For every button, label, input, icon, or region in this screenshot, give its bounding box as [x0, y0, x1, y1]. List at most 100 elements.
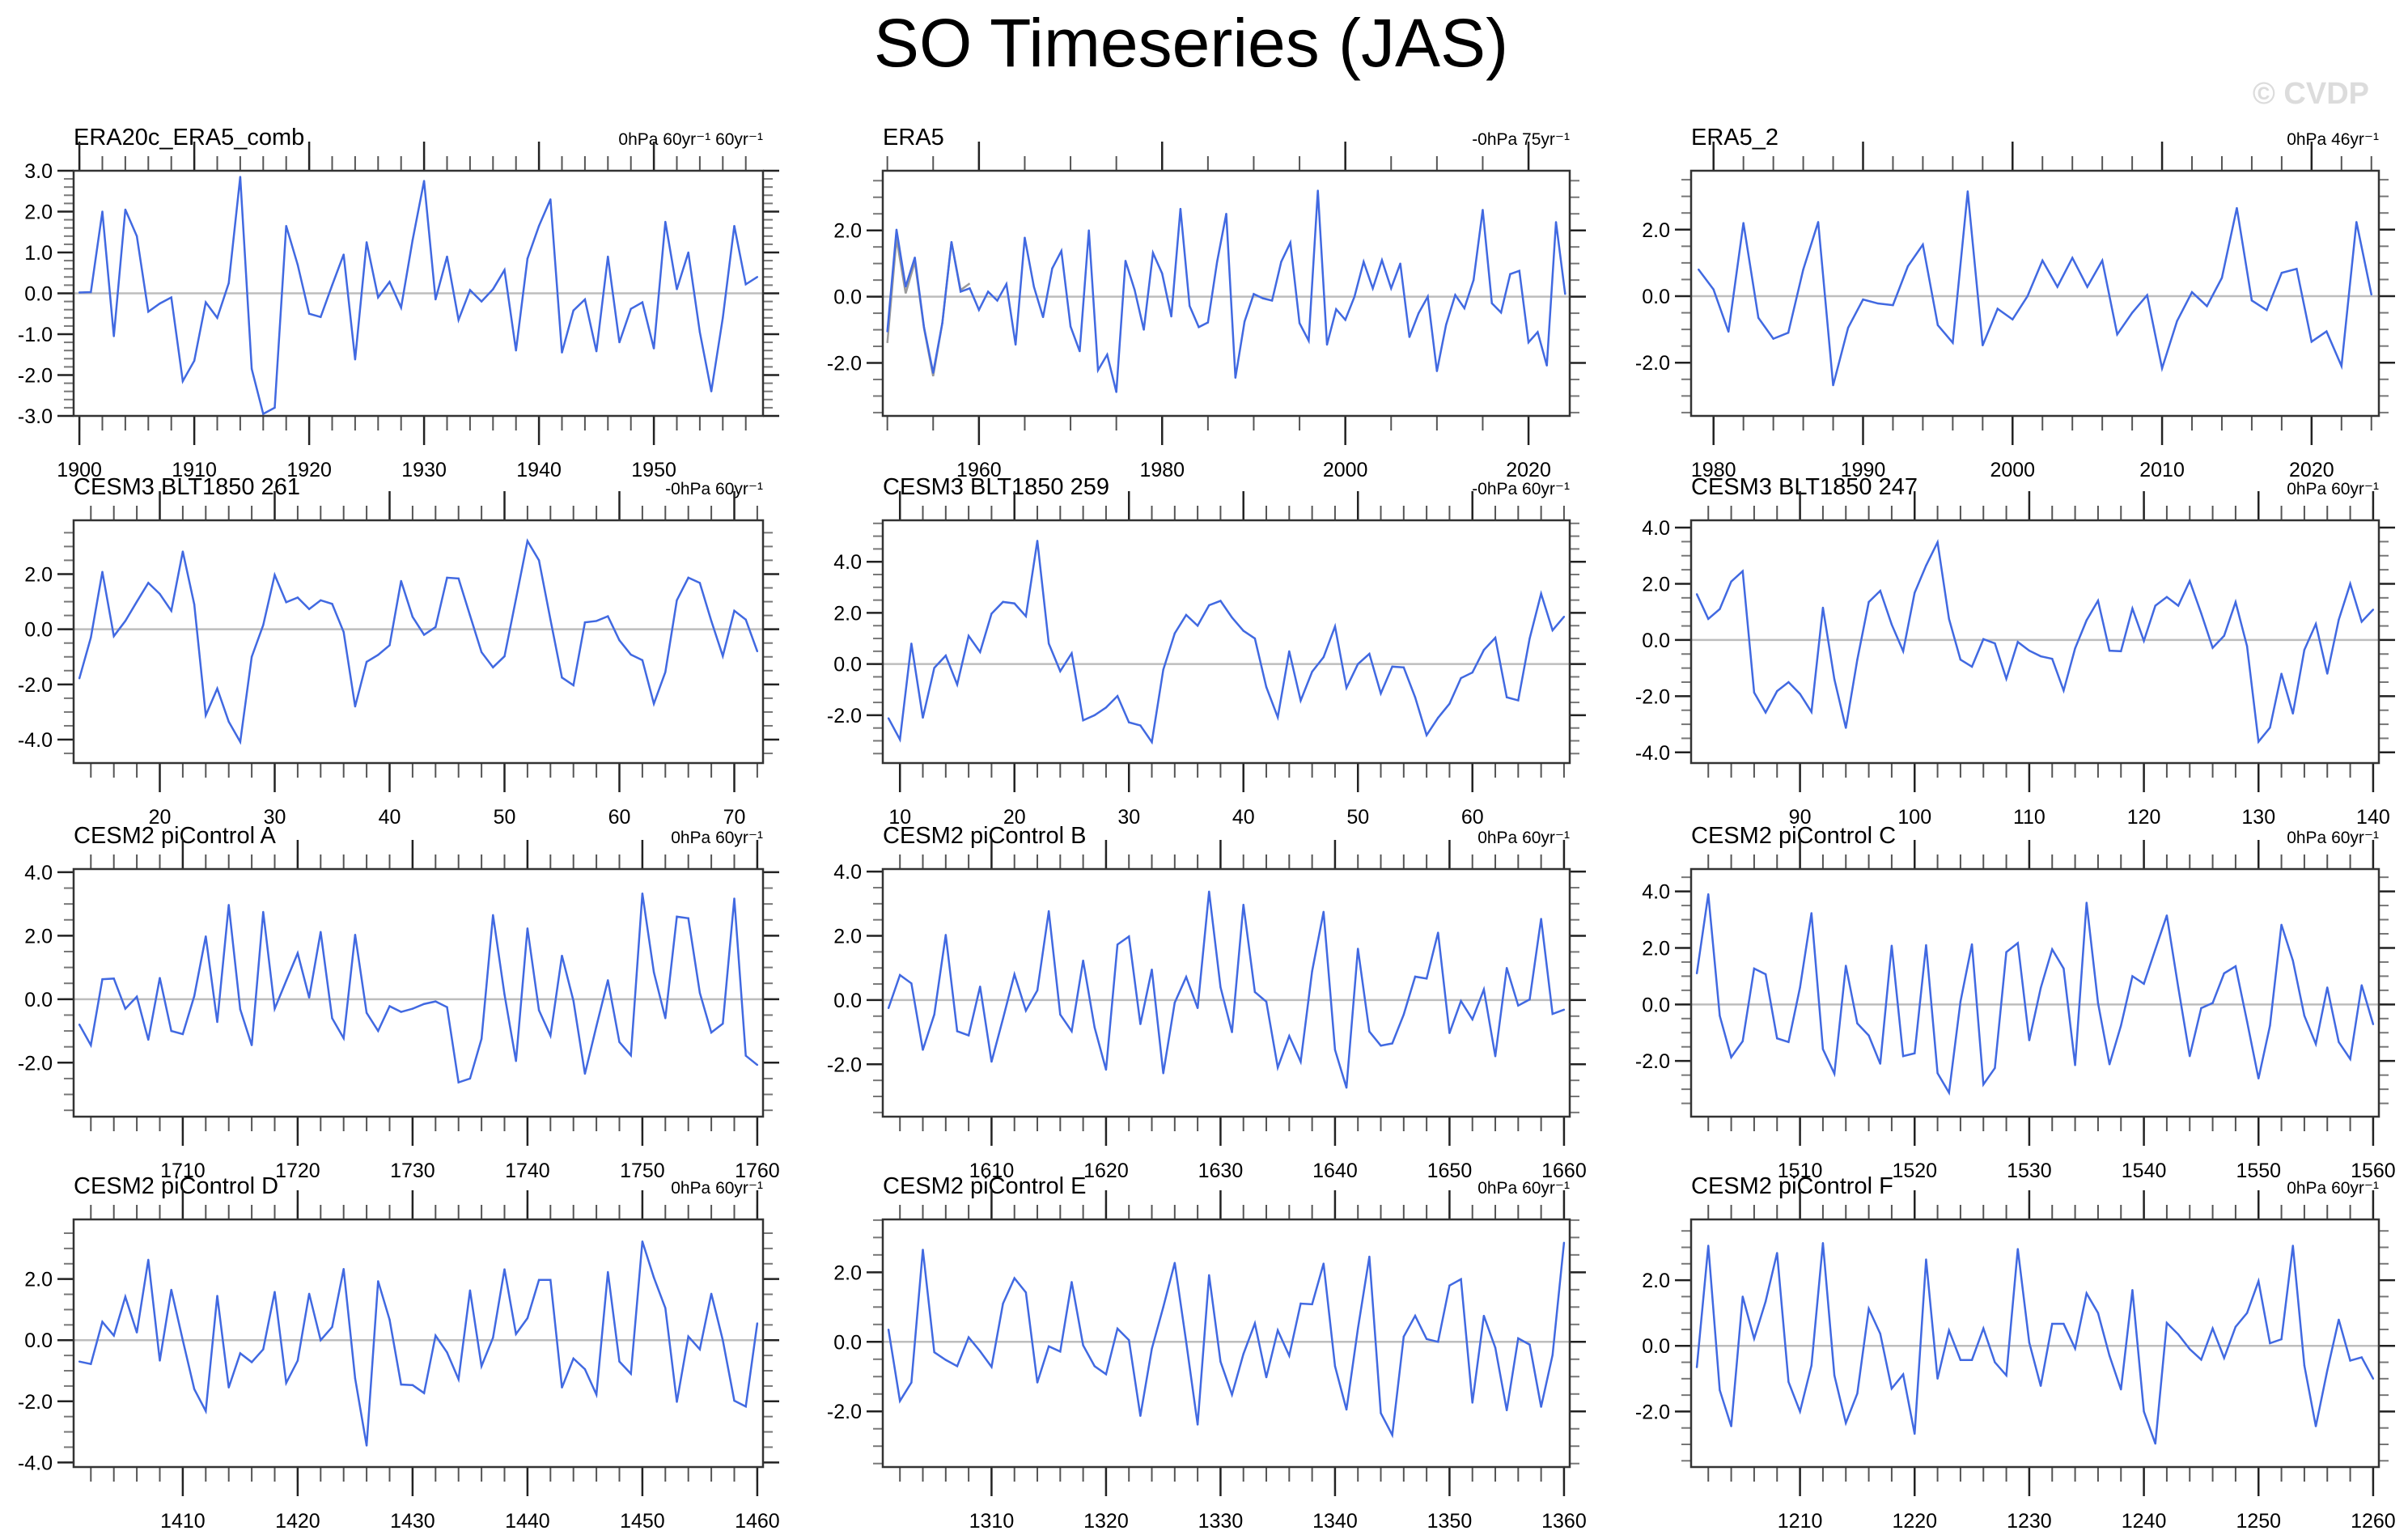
data-point	[1741, 570, 1744, 573]
data-point	[159, 1359, 161, 1362]
x-tick-label: 60	[1461, 806, 1484, 829]
data-point	[1059, 1351, 1062, 1353]
data-point	[1082, 1344, 1084, 1346]
data-point	[1116, 943, 1119, 946]
data-point	[2143, 982, 2145, 986]
panel-title: CESM2 piControl C	[1691, 823, 1896, 849]
data-point	[1787, 681, 1790, 684]
data-point	[112, 977, 115, 980]
data-point	[1276, 1066, 1279, 1069]
data-point	[2131, 975, 2134, 977]
data-point	[1106, 354, 1109, 356]
data-point	[922, 326, 926, 329]
data-point	[1253, 990, 1257, 994]
data-point	[480, 651, 483, 654]
data-point	[331, 603, 333, 605]
panel-8: CESM2 piControl B 0hPa 60yr⁻¹ -2.0 0.0 2.0 4.…	[827, 823, 1587, 1182]
data-point	[967, 1034, 970, 1037]
data-point	[1810, 710, 1812, 714]
x-tick-label: 1960	[956, 459, 1002, 481]
data-point	[990, 613, 993, 615]
x-tick-label: 2000	[1323, 459, 1368, 481]
x-tick-label: 2020	[2289, 459, 2334, 481]
data-point	[2108, 1063, 2111, 1066]
data-point	[1959, 1359, 1962, 1361]
data-point	[1936, 1377, 1939, 1380]
series-line	[79, 176, 758, 416]
data-point	[2220, 277, 2224, 279]
data-point	[1460, 676, 1462, 680]
data-point	[1036, 1381, 1039, 1384]
data-point	[956, 1365, 959, 1368]
data-point	[1047, 910, 1050, 913]
data-point	[2189, 579, 2191, 583]
data-point	[1265, 1000, 1268, 1003]
data-point	[2303, 648, 2306, 651]
data-point	[1024, 1009, 1028, 1012]
data-point	[652, 1276, 655, 1278]
data-point	[296, 952, 299, 955]
data-point	[1198, 326, 1200, 329]
series-line	[887, 891, 1565, 1088]
y-tick-label: -2.0	[18, 1052, 53, 1075]
data-point	[1545, 364, 1548, 367]
data-point	[1833, 678, 1836, 681]
data-point	[435, 1000, 437, 1003]
data-point	[227, 1386, 230, 1389]
data-point	[2101, 259, 2104, 262]
y-tick-label: 2.0	[1642, 937, 1670, 960]
data-point	[1234, 376, 1237, 380]
data-point	[1437, 1341, 1439, 1343]
data-point	[515, 1333, 517, 1335]
data-point	[1116, 694, 1119, 698]
data-point	[744, 1406, 747, 1408]
data-point	[887, 1329, 890, 1331]
data-point	[1082, 719, 1084, 722]
data-point	[515, 1060, 517, 1062]
x-tick-label: 1310	[969, 1510, 1015, 1533]
x-tick-label: 90	[1789, 806, 1812, 829]
data-point	[331, 1017, 333, 1020]
data-point	[1414, 975, 1417, 978]
data-point	[652, 347, 655, 350]
data-point	[1517, 699, 1520, 702]
data-point	[664, 1017, 667, 1020]
x-tick-label: 1260	[2351, 1510, 2396, 1533]
data-point	[2085, 619, 2088, 621]
x-tick-label: 1240	[2122, 1510, 2167, 1533]
data-point	[2314, 622, 2317, 625]
data-point	[400, 579, 402, 583]
data-point	[2146, 294, 2148, 296]
data-point	[262, 413, 265, 415]
data-point	[1059, 1013, 1062, 1016]
data-point	[1013, 1277, 1015, 1279]
x-tick-label: 1910	[172, 459, 217, 481]
data-point	[2026, 295, 2029, 298]
data-point	[969, 287, 971, 290]
data-point	[205, 1410, 207, 1413]
x-tick-label: 1440	[505, 1510, 550, 1533]
data-point	[205, 935, 207, 938]
panel-4: CESM3 BLT1850 261 -0hPa 60yr⁻¹ -4.0 -2.0 0.0…	[18, 474, 779, 829]
x-tick-label: 1220	[1892, 1510, 1937, 1533]
data-point	[1833, 1374, 1836, 1376]
data-point	[296, 1359, 299, 1362]
data-point	[1845, 1422, 1847, 1424]
data-point	[1162, 668, 1164, 671]
data-point	[331, 284, 333, 286]
data-point	[886, 330, 888, 333]
data-point	[205, 714, 207, 717]
panel-trend-label: 0hPa 60yr⁻¹	[2287, 480, 2379, 498]
x-tick-label: 1510	[1778, 1160, 1823, 1182]
data-point	[744, 1054, 747, 1057]
panel-6: CESM3 BLT1850 247 0hPa 60yr⁻¹ -4.0 -2.0 0.0 2…	[1635, 474, 2395, 829]
data-point	[2223, 972, 2225, 975]
data-point	[2223, 634, 2225, 637]
data-point	[2189, 1348, 2191, 1351]
data-point	[1821, 606, 1825, 609]
data-point	[147, 582, 150, 584]
series-line	[887, 1242, 1566, 1439]
data-point	[572, 684, 574, 687]
data-point	[1966, 190, 1969, 193]
data-point	[1444, 324, 1448, 326]
